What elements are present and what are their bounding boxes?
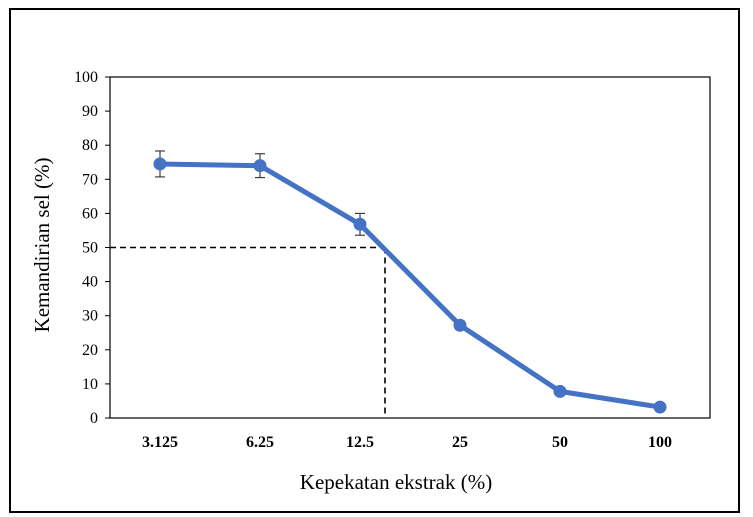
x-tick-label: 6.25 [246,434,274,451]
y-tick-label: 40 [82,274,98,291]
y-tick-label: 0 [90,410,98,427]
data-point [153,157,167,171]
y-tick-label: 50 [82,240,98,257]
data-point [353,217,367,231]
y-axis-title: Kemandirian sel (%) [30,158,54,333]
x-tick-label: 12.5 [346,434,374,451]
chart-frame [9,8,740,513]
y-tick-label: 80 [82,137,98,154]
data-point [553,384,567,398]
x-axis-title: Kepekatan ekstrak (%) [300,470,492,494]
x-tick-label: 25 [452,434,468,451]
y-tick-label: 60 [82,205,98,222]
y-tick-label: 30 [82,308,98,325]
x-tick-label: 3.125 [142,434,178,451]
data-point [653,400,667,414]
data-point [253,159,267,173]
series-line [159,161,661,410]
y-tick-label: 100 [74,69,98,86]
y-tick-label: 10 [82,376,98,393]
y-tick-label: 20 [82,342,98,359]
data-point [453,318,467,332]
x-tick-label: 100 [648,434,672,451]
y-tick-label: 90 [82,103,98,120]
y-tick-label: 70 [82,171,98,188]
x-tick-label: 50 [552,434,568,451]
